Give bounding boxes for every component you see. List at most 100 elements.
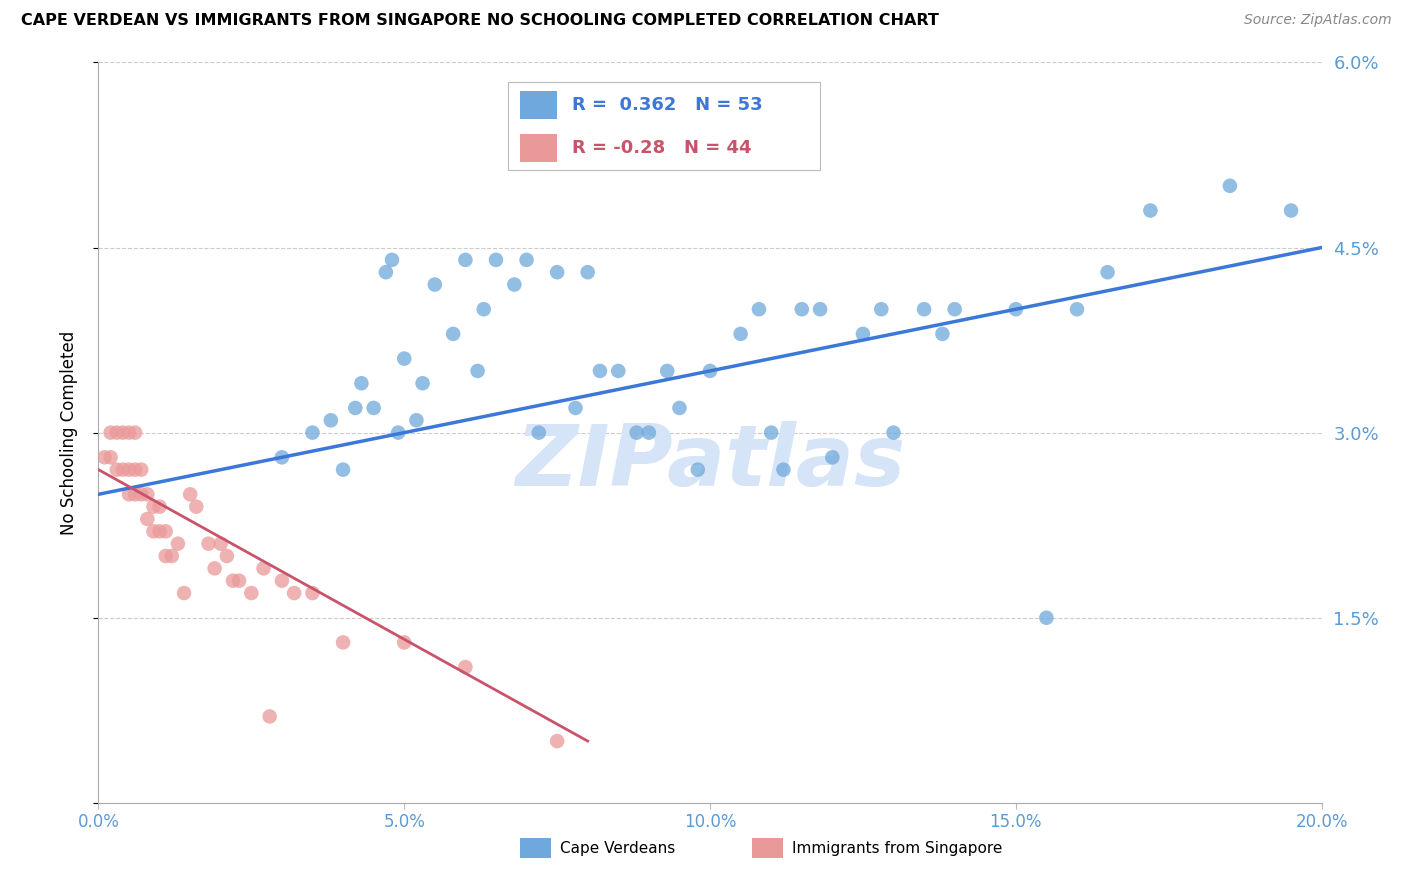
FancyBboxPatch shape [508,82,820,169]
Point [564,401,586,415]
Text: ZIPatlas: ZIPatlas [515,421,905,504]
Point [576,265,599,279]
Point [589,364,612,378]
Point [204,561,226,575]
Point [149,500,172,514]
Point [301,425,323,440]
Point [546,265,568,279]
Point [93,450,115,465]
Point [374,265,396,279]
Point [155,549,177,563]
Point [350,376,373,391]
Point [142,524,165,539]
Point [931,326,953,341]
Point [363,401,385,415]
Point [118,463,141,477]
Point [1219,178,1241,193]
Point [111,425,134,440]
Point [821,450,844,465]
Point [790,302,813,317]
Point [155,524,177,539]
Point [883,425,905,440]
Point [259,709,281,723]
Point [283,586,305,600]
Text: R =  0.362   N = 53: R = 0.362 N = 53 [572,96,762,114]
Text: Cape Verdeans: Cape Verdeans [560,841,675,855]
Bar [520,838,551,858]
Point [252,561,274,575]
Point [454,252,477,267]
Point [129,463,152,477]
Point [423,277,446,292]
Point [943,302,966,317]
Point [748,302,770,317]
Point [467,364,489,378]
Point [105,425,128,440]
Point [100,450,122,465]
Point [1004,302,1026,317]
Point [111,463,134,477]
Point [870,302,893,317]
Point [319,413,342,427]
Point [222,574,245,588]
Point [173,586,195,600]
Point [136,487,159,501]
Point [240,586,263,600]
Point [149,524,172,539]
Point [454,660,477,674]
Point [136,512,159,526]
Point [637,425,661,440]
Point [118,487,141,501]
Point [215,549,238,563]
Point [730,326,752,341]
Point [485,252,508,267]
Text: R = -0.28   N = 44: R = -0.28 N = 44 [572,139,751,157]
Point [118,425,141,440]
Point [699,364,721,378]
Point [167,537,190,551]
Point [197,537,219,551]
Point [1066,302,1088,317]
Point [1097,265,1119,279]
Point [105,463,128,477]
Point [1279,203,1302,218]
Point [668,401,690,415]
Bar [752,838,783,858]
Point [270,450,292,465]
Point [912,302,935,317]
Point [503,277,526,292]
Point [332,463,354,477]
Point [441,326,464,341]
Point [392,635,416,649]
Bar [520,91,557,120]
Point [657,364,679,378]
Text: Immigrants from Singapore: Immigrants from Singapore [792,841,1002,855]
Point [686,463,709,477]
Point [759,425,782,440]
Point [270,574,292,588]
Point [129,487,152,501]
Point [772,463,794,477]
Bar [520,135,557,162]
Point [527,425,550,440]
Point [516,252,538,267]
Point [209,537,232,551]
Point [626,425,648,440]
Text: Source: ZipAtlas.com: Source: ZipAtlas.com [1244,13,1392,28]
Text: CAPE VERDEAN VS IMMIGRANTS FROM SINGAPORE NO SCHOOLING COMPLETED CORRELATION CHA: CAPE VERDEAN VS IMMIGRANTS FROM SINGAPOR… [21,13,939,29]
Point [387,425,409,440]
Point [186,500,208,514]
Y-axis label: No Schooling Completed: No Schooling Completed [59,331,77,534]
Point [179,487,201,501]
Point [546,734,568,748]
Point [142,500,165,514]
Point [332,635,354,649]
Point [100,425,122,440]
Point [381,252,404,267]
Point [124,425,146,440]
Point [405,413,427,427]
Point [392,351,416,366]
Point [1035,611,1057,625]
Point [412,376,434,391]
Point [124,487,146,501]
